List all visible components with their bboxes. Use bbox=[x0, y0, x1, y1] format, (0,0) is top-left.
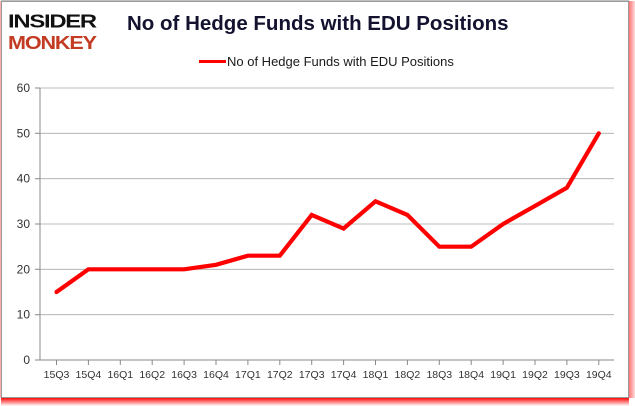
svg-text:16Q3: 16Q3 bbox=[171, 369, 197, 381]
svg-text:15Q3: 15Q3 bbox=[44, 369, 70, 381]
svg-text:60: 60 bbox=[17, 81, 31, 95]
svg-text:16Q4: 16Q4 bbox=[203, 369, 229, 381]
svg-text:30: 30 bbox=[17, 217, 31, 231]
svg-text:19Q3: 19Q3 bbox=[554, 369, 580, 381]
svg-text:19Q1: 19Q1 bbox=[490, 369, 516, 381]
svg-text:18Q1: 18Q1 bbox=[363, 369, 389, 381]
svg-text:15Q4: 15Q4 bbox=[76, 369, 102, 381]
svg-text:19Q4: 19Q4 bbox=[586, 369, 612, 381]
svg-text:10: 10 bbox=[17, 308, 31, 322]
svg-text:19Q2: 19Q2 bbox=[522, 369, 548, 381]
svg-text:17Q1: 17Q1 bbox=[235, 369, 261, 381]
svg-text:18Q2: 18Q2 bbox=[395, 369, 421, 381]
svg-text:16Q2: 16Q2 bbox=[139, 369, 165, 381]
svg-text:16Q1: 16Q1 bbox=[107, 369, 133, 381]
svg-text:17Q2: 17Q2 bbox=[267, 369, 293, 381]
svg-text:17Q4: 17Q4 bbox=[331, 369, 357, 381]
svg-text:50: 50 bbox=[17, 126, 31, 140]
svg-text:18Q4: 18Q4 bbox=[458, 369, 484, 381]
svg-text:18Q3: 18Q3 bbox=[426, 369, 452, 381]
svg-text:0: 0 bbox=[23, 353, 30, 367]
svg-text:17Q3: 17Q3 bbox=[299, 369, 325, 381]
svg-text:20: 20 bbox=[17, 262, 31, 276]
svg-text:40: 40 bbox=[17, 172, 31, 186]
